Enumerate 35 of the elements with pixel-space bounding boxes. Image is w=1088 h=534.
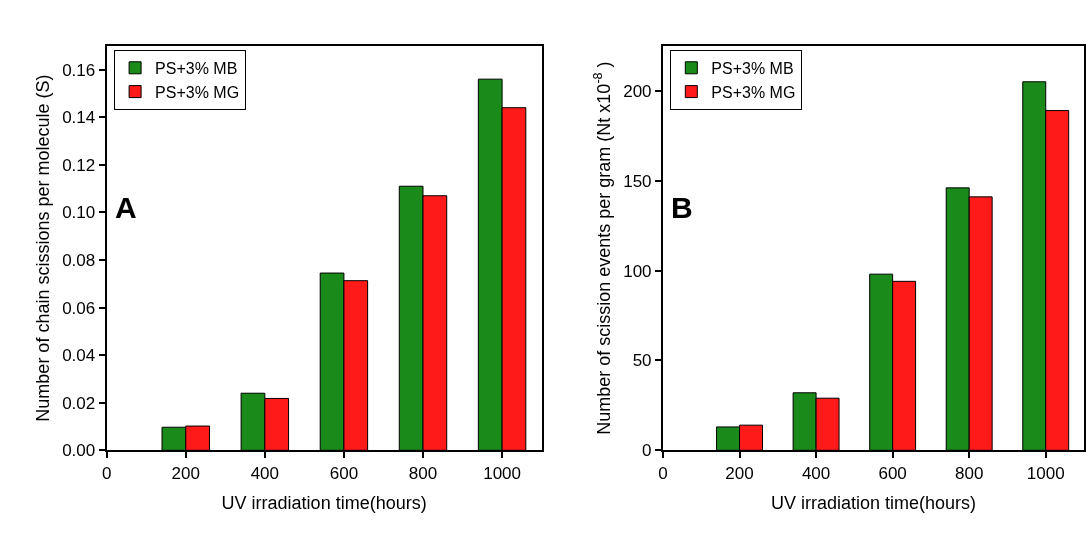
y-tick-label: 0.00	[62, 441, 96, 461]
y-tick-label: 0.14	[62, 108, 96, 128]
y-tick-label: 200	[623, 81, 652, 101]
x-tick-label: 0	[101, 463, 112, 483]
legend-label: PS+3% MB	[711, 60, 794, 78]
x-tick-label: 400	[250, 463, 280, 483]
y-tick-label: 150	[623, 171, 652, 191]
y-tick-label: 0	[642, 441, 652, 461]
x-tick-label: 600	[329, 463, 359, 483]
x-tick-label: 800	[954, 463, 984, 483]
x-tick-label: 1000	[483, 463, 521, 483]
x-tick-label: 800	[408, 463, 438, 483]
x-tick-label: 200	[725, 463, 754, 483]
x-axis-title: UV irradiation time(hours)	[770, 493, 977, 514]
x-tick-label: 1000	[1026, 463, 1065, 483]
legend-label: PS+3% MB	[155, 60, 238, 78]
y-tick-label: 0.10	[62, 203, 96, 223]
y-tick-label: 0.02	[62, 393, 96, 413]
y-tick-label: 100	[623, 261, 652, 281]
legend-label: PS+3% MG	[155, 83, 240, 101]
legend-label: PS+3% MG	[711, 83, 796, 101]
annotation: B	[671, 191, 693, 224]
y-tick-label: 50	[632, 351, 652, 371]
x-axis-title: UV irradiation time(hours)	[221, 493, 427, 514]
y-tick-label: 0.06	[62, 298, 96, 318]
x-tick-label: 600	[878, 463, 907, 483]
x-tick-label: 0	[658, 463, 668, 483]
x-tick-label: 400	[801, 463, 831, 483]
y-tick-label: 0.04	[62, 346, 96, 366]
y-tick-label: 0.16	[62, 60, 96, 80]
y-tick-label: 0.08	[62, 250, 96, 270]
y-axis-title: Number of chain scissions per molecule (S)	[32, 74, 53, 422]
x-tick-label: 200	[171, 463, 200, 483]
y-tick-label: 0.12	[62, 155, 96, 175]
annotation: A	[115, 191, 137, 224]
